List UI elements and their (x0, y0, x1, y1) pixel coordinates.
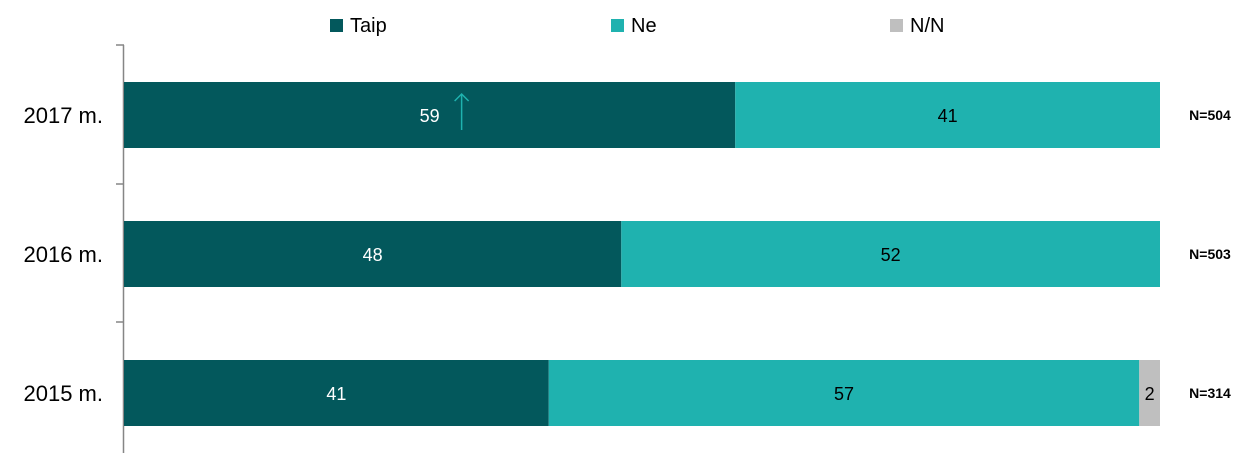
legend: Taip Ne N/N (330, 15, 944, 37)
data-label: 52 (881, 245, 901, 265)
category-label: 2017 m. (24, 103, 104, 128)
legend-swatch-ne (611, 19, 624, 32)
sample-size-label: N=503 (1189, 246, 1231, 262)
legend-swatch-taip (330, 19, 343, 32)
legend-swatch-n-n (890, 19, 903, 32)
data-label: 2 (1145, 384, 1155, 404)
bar-n-n-2015-m (1139, 360, 1160, 426)
data-label: 57 (834, 384, 854, 404)
data-label: 41 (326, 384, 346, 404)
category-axis (116, 44, 125, 453)
labels: 2017 m. 59 41 N=504 2016 m. 48 52 N=503 2015 m. 4… (24, 92, 1231, 406)
bar-taip-2017-m (124, 82, 736, 148)
sample-size-label: N=504 (1189, 107, 1231, 123)
bar-ne-2016-m (621, 221, 1160, 287)
bar-taip-2016-m (124, 221, 622, 287)
data-label: 48 (363, 245, 383, 265)
legend-label-taip: Taip (350, 15, 387, 37)
sample-size-label: N=314 (1189, 385, 1231, 401)
bar-ne-2017-m (735, 82, 1160, 148)
legend-label-ne: Ne (631, 15, 657, 37)
bar-taip-2015-m (124, 360, 549, 426)
bar-ne-2015-m (548, 360, 1140, 426)
bars (124, 82, 1160, 426)
data-label: 41 (938, 106, 958, 126)
category-label: 2016 m. (24, 242, 104, 267)
data-label: 59 (420, 106, 440, 126)
category-label: 2015 m. (24, 381, 104, 406)
up-arrow-icon (454, 92, 470, 130)
legend-label-n-n: N/N (910, 15, 944, 37)
